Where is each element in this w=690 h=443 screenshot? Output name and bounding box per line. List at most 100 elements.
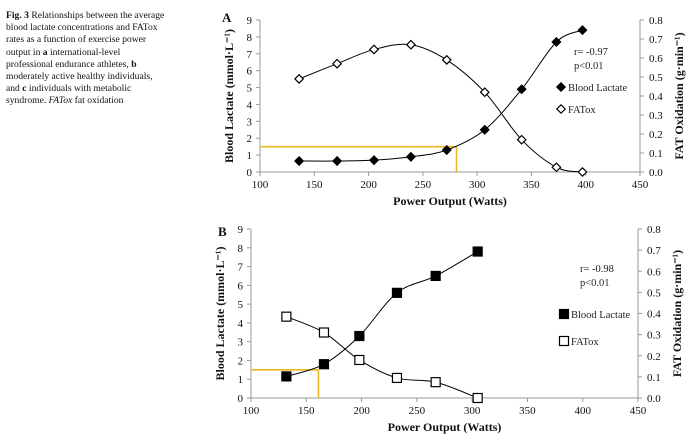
x-tick-label: 250 [415, 179, 432, 191]
y2-tick-label: 0.4 [649, 91, 663, 103]
x-tick-label: 400 [577, 179, 594, 191]
y2-tick-label: 0.8 [647, 224, 661, 236]
legend-label: Blood Lactate [568, 83, 628, 94]
x-tick-label: 200 [353, 405, 370, 417]
y2-tick-label: 0.4 [647, 309, 661, 321]
data-point [516, 84, 527, 95]
caption-text: fat oxidation [72, 95, 124, 107]
x-tick-label: 300 [464, 405, 481, 417]
x-tick-label: 150 [306, 179, 323, 191]
y2-tick-label: 0.1 [647, 372, 661, 384]
x-tick-label: 150 [298, 405, 315, 417]
y-tick-label: 1 [238, 374, 244, 386]
y2-tick-label: 0.3 [647, 330, 661, 342]
y-tick-label: 3 [238, 337, 244, 349]
x-tick-label: 450 [632, 179, 649, 191]
x-axis-label: Power Output (Watts) [388, 420, 502, 434]
caption-text: individuals with metabolic syndrome. [6, 83, 132, 107]
data-point [368, 155, 380, 166]
data-point [441, 54, 452, 65]
panel-label: A [222, 10, 232, 25]
legend-label: FATox [568, 105, 596, 116]
series-line-0 [299, 29, 583, 162]
data-point [405, 151, 416, 162]
x-tick-label: 400 [574, 405, 591, 417]
data-point [551, 36, 562, 48]
caption-text: moderately active healthy individuals, a… [6, 71, 153, 95]
y-tick-label: 4 [238, 318, 244, 330]
stat-annotation: r= -0.98 [580, 264, 614, 275]
data-point [318, 327, 330, 338]
y2-tick-label: 0.8 [649, 15, 663, 27]
caption-abbr: FATox [48, 95, 73, 107]
x-tick-label: 100 [243, 405, 260, 417]
data-point [441, 144, 452, 156]
data-point [472, 392, 483, 404]
y2-tick-label: 0.7 [647, 245, 661, 257]
y-tick-label: 2 [247, 133, 253, 145]
stat-annotation: p<0.01 [574, 61, 604, 72]
legend-label: FATox [571, 337, 599, 348]
data-point [354, 330, 365, 342]
data-point [577, 25, 588, 36]
caption-a: a [42, 46, 48, 58]
y2-tick-label: 0.6 [647, 266, 661, 278]
data-point [430, 377, 441, 388]
chart-a: 100 150 200 250 300 350 400 450 0 1 2 3 4 5 6 7 8 9 0.0 0.1… [222, 10, 686, 208]
legend-marker [555, 81, 567, 93]
data-point [318, 359, 330, 370]
panel-label: B [218, 224, 227, 239]
legend-label: Blood Lactate [571, 310, 631, 321]
data-point [479, 87, 490, 98]
y-tick-label: 6 [247, 66, 253, 78]
data-point [281, 311, 292, 322]
y-tick-label: 0 [247, 167, 253, 179]
x-tick-label: 250 [409, 405, 426, 417]
y-tick-label: 6 [238, 280, 244, 292]
caption-fig-label: Fig. 3 [6, 10, 29, 21]
y2-tick-label: 0.6 [649, 53, 663, 65]
y2-tick-label: 0.7 [649, 34, 663, 46]
data-point [391, 287, 403, 298]
data-point [332, 155, 343, 167]
y-tick-label: 5 [247, 83, 253, 95]
y-tick-label: 8 [247, 32, 253, 44]
y2-tick-label: 0.0 [649, 167, 663, 179]
y2-tick-label: 0.1 [649, 148, 663, 160]
x-tick-label: 200 [360, 179, 377, 191]
x-axis-label: Power Output (Watts) [393, 194, 507, 208]
x-tick-label: 300 [469, 179, 486, 191]
legend-marker [555, 103, 567, 115]
x-tick-label: 350 [519, 405, 536, 417]
caption-c: c [22, 83, 27, 95]
caption-text: international-level professional enduran… [6, 46, 132, 70]
y2-tick-label: 0.2 [647, 351, 661, 363]
data-point [405, 39, 416, 50]
y-tick-label: 7 [238, 262, 244, 274]
y2-tick-label: 0.3 [649, 110, 663, 122]
data-point [354, 354, 365, 366]
data-point [551, 162, 562, 173]
y-axis-label: Blood Lactate (mmol·L⁻¹) [222, 29, 236, 163]
stat-annotation: p<0.01 [580, 278, 610, 289]
y2-axis-label: FAT Oxidation (g·min⁻¹) [670, 250, 684, 377]
y-tick-label: 3 [247, 116, 253, 128]
data-point [472, 246, 483, 257]
data-point [479, 124, 490, 135]
y-tick-label: 7 [247, 49, 253, 61]
y2-tick-label: 0.5 [647, 287, 661, 299]
y-axis-label: Blood Lactate (mmol·L⁻¹) [213, 247, 227, 381]
series-line-1 [286, 316, 478, 399]
x-tick-label: 100 [252, 179, 269, 191]
y2-axis-label: FAT Oxidation (g·min⁻¹) [672, 32, 686, 159]
caption-b: b [131, 58, 137, 70]
caption-text: Relationships between the average blood … [6, 10, 165, 58]
figure-caption: Fig. 3 Relationships between the average… [6, 10, 166, 108]
chart-b: 100 150 200 250 300 350 400 450 0 1 2 3 4 5 6 7 8 9 0.0 0.1… [213, 224, 684, 434]
y-tick-label: 9 [247, 15, 253, 27]
data-point [368, 44, 380, 55]
y-tick-label: 8 [238, 243, 244, 255]
stat-annotation: r= -0.97 [574, 47, 608, 58]
y-tick-label: 1 [247, 150, 253, 162]
